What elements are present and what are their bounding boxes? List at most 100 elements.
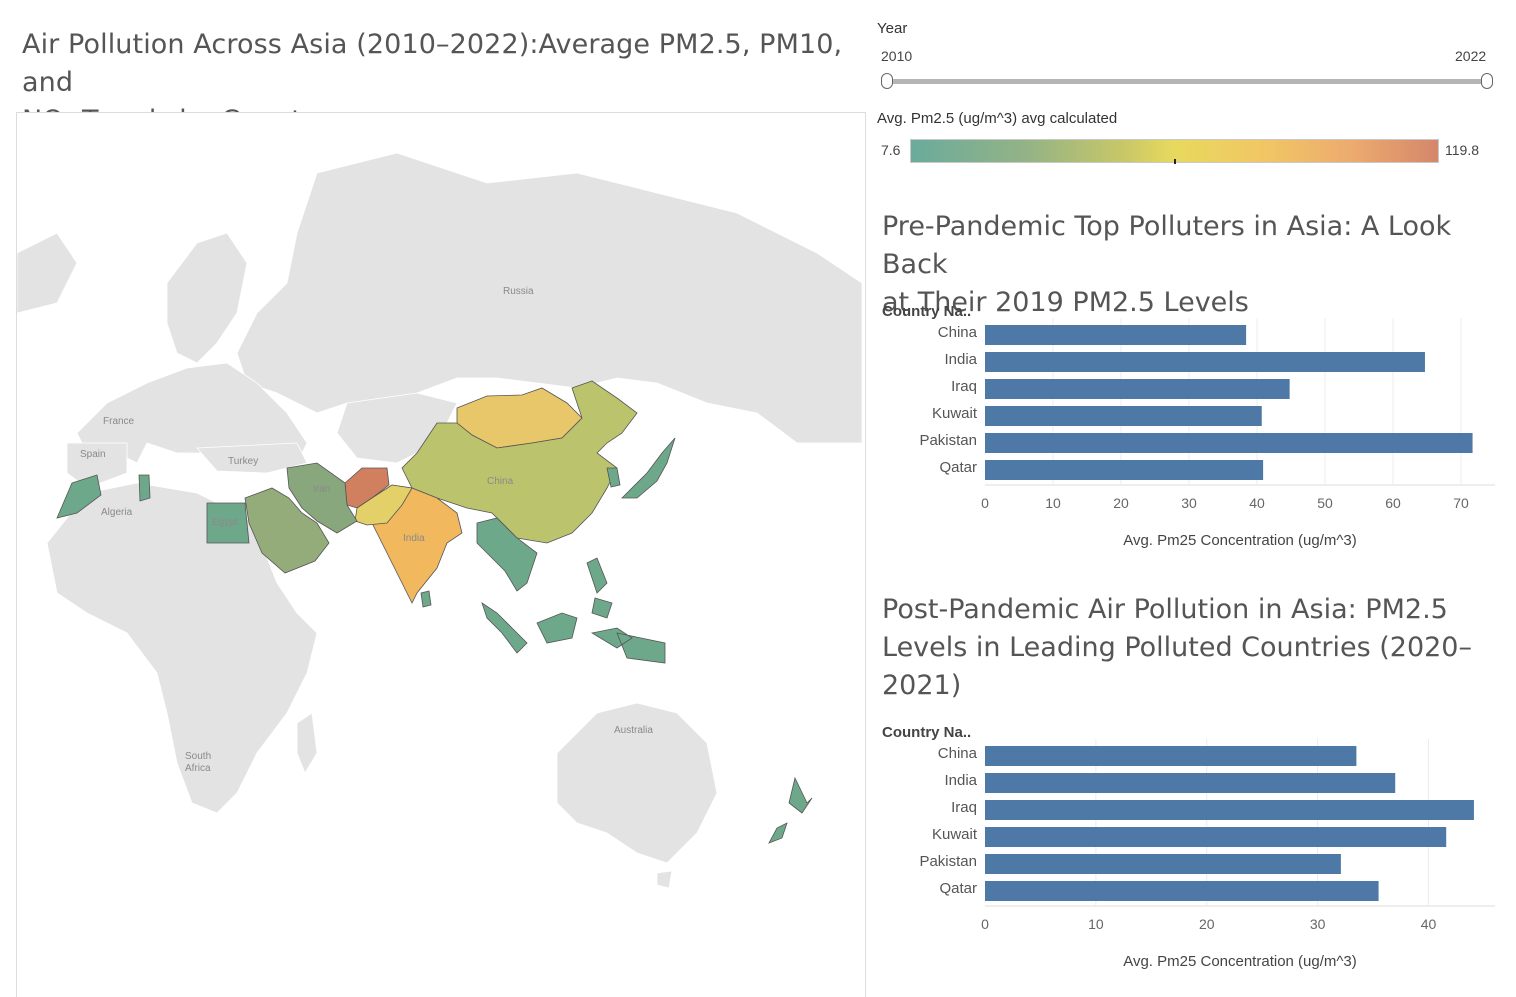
asia-countries[interactable]	[56, 380, 813, 844]
land-greenland-edge	[17, 232, 78, 314]
chart-pre-title-line2: at Their 2019 PM2.5 Levels	[882, 287, 1249, 318]
bar-kuwait[interactable]	[985, 406, 1262, 426]
background-land	[17, 152, 863, 889]
color-legend-title: Avg. Pm2.5 (ug/m^3) avg calculated	[877, 110, 1118, 127]
category-label-india: India	[944, 772, 977, 789]
map-label-africa: Africa	[185, 763, 211, 774]
land-iberia	[66, 442, 128, 489]
chart-post-title-line2: Levels in Leading Polluted Countries (20…	[882, 632, 1472, 663]
bar-china[interactable]	[985, 325, 1247, 345]
bar-india[interactable]	[985, 773, 1396, 793]
x-tick-label-20: 20	[1113, 495, 1129, 511]
bar-kuwait[interactable]	[985, 827, 1447, 847]
country-southeast-asia[interactable]	[476, 517, 538, 592]
map-label-algeria: Algeria	[101, 507, 133, 518]
x-tick-label-0: 0	[981, 495, 989, 511]
color-legend-max: 119.8	[1445, 142, 1479, 158]
category-label-kuwait: Kuwait	[932, 405, 978, 422]
bar-qatar[interactable]	[985, 881, 1379, 901]
x-tick-label-70: 70	[1453, 495, 1469, 511]
bar-iraq[interactable]	[985, 379, 1290, 399]
color-legend-min: 7.6	[881, 142, 901, 158]
map-label-spain: Spain	[80, 449, 106, 460]
map-label-australia: Australia	[614, 725, 653, 736]
chart-post-pandemic: Country Na.. China India Iraq Kuwait Pakistan…	[870, 719, 1510, 981]
country-new-zealand[interactable]	[768, 776, 813, 844]
year-filter-max-value: 2022	[1455, 48, 1487, 64]
x-tick-label-20: 20	[1199, 916, 1215, 932]
x-tick-label-10: 10	[1088, 916, 1104, 932]
map-label-russia: Russia	[503, 286, 534, 297]
year-filter-label: Year	[877, 20, 908, 37]
country-sri-lanka[interactable]	[420, 590, 432, 608]
category-label-india: India	[944, 351, 977, 368]
bar-pakistan[interactable]	[985, 433, 1473, 453]
country-egypt[interactable]	[206, 502, 250, 544]
category-label-china: China	[938, 324, 978, 341]
bar-qatar[interactable]	[985, 460, 1264, 480]
category-label-china: China	[938, 745, 978, 762]
land-scandinavia	[166, 232, 248, 364]
land-madagascar	[296, 712, 318, 774]
land-australia	[556, 702, 718, 864]
year-range-slider-track[interactable]	[887, 79, 1487, 84]
map-label-egypt: Egypt	[212, 517, 238, 528]
country-pakistan[interactable]	[354, 484, 413, 526]
category-label-qatar: Qatar	[939, 880, 977, 897]
x-tick-label-0: 0	[981, 916, 989, 932]
map-label-turkey: Turkey	[228, 456, 258, 467]
x-axis-title: Avg. Pm25 Concentration (ug/m^3)	[1123, 953, 1357, 970]
category-label-iraq: Iraq	[951, 799, 977, 816]
map-label-china: China	[487, 476, 514, 487]
country-japan[interactable]	[621, 437, 676, 499]
country-tunisia[interactable]	[138, 474, 151, 502]
map-label-south: South	[185, 751, 211, 762]
map-labels: Russia France Spain Turkey Algeria Egypt…	[80, 286, 653, 774]
land-tasmania	[656, 870, 673, 889]
bar-china[interactable]	[985, 746, 1357, 766]
x-tick-label-40: 40	[1249, 495, 1265, 511]
category-label-iraq: Iraq	[951, 378, 977, 395]
country-philippines[interactable]	[586, 557, 613, 619]
color-legend-marker	[1174, 159, 1176, 164]
chart-post-pandemic-title: Post-Pandemic Air Pollution in Asia: PM2…	[882, 591, 1502, 705]
bar-pakistan[interactable]	[985, 854, 1341, 874]
map-label-france: France	[103, 416, 135, 427]
y-axis-header: Country Na..	[882, 303, 971, 320]
x-tick-label-60: 60	[1385, 495, 1401, 511]
y-axis-header: Country Na..	[882, 724, 971, 741]
country-iran[interactable]	[286, 462, 358, 534]
country-indonesia[interactable]	[481, 602, 666, 664]
x-tick-label-10: 10	[1045, 495, 1061, 511]
chart-post-title-line1: Post-Pandemic Air Pollution in Asia: PM2…	[882, 594, 1448, 625]
map-canvas[interactable]: Russia France Spain Turkey Algeria Egypt…	[17, 113, 865, 997]
dashboard-title-line1: Air Pollution Across Asia (2010–2022):Av…	[22, 29, 843, 98]
x-axis-title: Avg. Pm25 Concentration (ug/m^3)	[1123, 532, 1357, 549]
category-label-qatar: Qatar	[939, 459, 977, 476]
x-tick-label-50: 50	[1317, 495, 1333, 511]
chart-pre-title-line1: Pre-Pandemic Top Polluters in Asia: A Lo…	[882, 211, 1452, 280]
map-label-iran: Iran	[313, 484, 330, 495]
category-label-pakistan: Pakistan	[919, 853, 977, 870]
year-filter-min-value: 2010	[881, 48, 913, 64]
chart-pre-pandemic-svg: Country Na.. China India Iraq Kuwait Pakistan…	[882, 303, 1495, 549]
chart-pre-pandemic: Country Na.. China India Iraq Kuwait Pakistan…	[870, 298, 1510, 560]
country-afghanistan[interactable]	[344, 467, 390, 509]
bar-iraq[interactable]	[985, 800, 1474, 820]
year-slider-min-handle[interactable]	[881, 73, 893, 89]
x-tick-label-30: 30	[1310, 916, 1326, 932]
x-tick-label-30: 30	[1181, 495, 1197, 511]
category-label-kuwait: Kuwait	[932, 826, 978, 843]
chart-post-pandemic-svg: Country Na.. China India Iraq Kuwait Pakistan…	[882, 724, 1495, 970]
year-slider-max-handle[interactable]	[1481, 73, 1493, 89]
chart-pre-pandemic-title: Pre-Pandemic Top Polluters in Asia: A Lo…	[882, 208, 1502, 322]
x-tick-label-40: 40	[1421, 916, 1437, 932]
map-label-india: India	[403, 533, 425, 544]
country-saudi[interactable]	[244, 487, 330, 574]
chart-post-title-line3: 2021)	[882, 670, 962, 701]
category-label-pakistan: Pakistan	[919, 432, 977, 449]
country-korea[interactable]	[606, 467, 621, 488]
bar-india[interactable]	[985, 352, 1425, 372]
choropleth-map[interactable]: Russia France Spain Turkey Algeria Egypt…	[16, 112, 866, 997]
country-morocco[interactable]	[56, 474, 102, 519]
